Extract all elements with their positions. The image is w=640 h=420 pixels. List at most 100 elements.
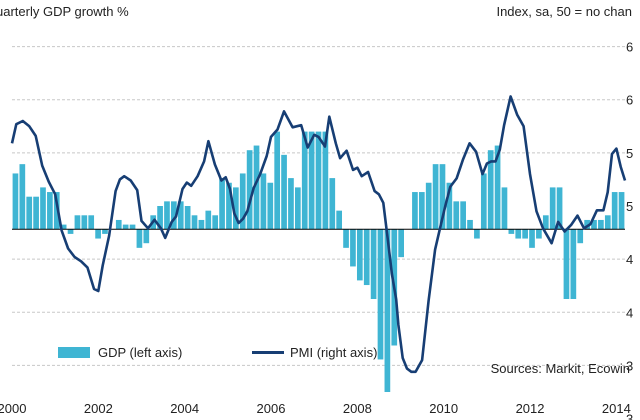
gdp-bar bbox=[246, 150, 253, 230]
right-tick-label: 3 bbox=[626, 358, 633, 373]
right-tick-label: 4 bbox=[626, 305, 633, 320]
x-tick-label: 2014 bbox=[602, 401, 631, 416]
gdp-bar bbox=[122, 224, 129, 230]
gdp-bar bbox=[536, 229, 542, 239]
gdp-bar bbox=[198, 219, 205, 230]
x-axis-ticks: 2000 2002 2004 2006 2008 2010 2012 2014 bbox=[0, 401, 631, 416]
gdp-bar bbox=[260, 173, 267, 230]
gdp-bar bbox=[177, 201, 184, 230]
gdp-bar bbox=[164, 201, 170, 230]
gdp-bar bbox=[350, 229, 356, 267]
gdp-bar bbox=[315, 131, 322, 230]
x-tick-label: 2004 bbox=[170, 401, 199, 416]
gdp-bar bbox=[474, 229, 480, 239]
gdp-bar bbox=[418, 192, 425, 230]
gdp-bar bbox=[81, 215, 88, 230]
right-tick-label: 3 bbox=[626, 412, 633, 420]
legend-pmi: PMI (right axis) bbox=[252, 345, 377, 360]
x-tick-label: 2008 bbox=[343, 401, 372, 416]
gdp-bar bbox=[294, 187, 301, 230]
legend-gdp-swatch bbox=[58, 347, 90, 358]
gdp-bar bbox=[274, 131, 281, 230]
gdp-bar bbox=[281, 154, 287, 230]
x-tick-label: 2010 bbox=[429, 401, 458, 416]
gdp-bar bbox=[253, 145, 260, 230]
gdp-bar bbox=[432, 164, 439, 230]
gdp-bar bbox=[446, 182, 453, 230]
gdp-bar bbox=[501, 187, 508, 230]
gdp-bar bbox=[47, 192, 53, 230]
gdp-bar bbox=[529, 229, 535, 248]
gdp-bar bbox=[425, 182, 432, 230]
gdp-bar bbox=[604, 215, 611, 230]
gdp-bar bbox=[33, 196, 39, 230]
gdp-bar bbox=[115, 219, 122, 230]
gdp-bar bbox=[598, 219, 604, 230]
legend-pmi-swatch bbox=[252, 351, 284, 354]
gdp-bar bbox=[591, 219, 597, 230]
gdp-bar bbox=[67, 229, 74, 234]
x-tick-label: 2012 bbox=[516, 401, 545, 416]
x-tick-label: 2002 bbox=[84, 401, 113, 416]
gdp-bar bbox=[212, 215, 219, 230]
gdp-bar bbox=[88, 215, 95, 230]
gdp-bar bbox=[191, 215, 198, 230]
gdp-bar bbox=[143, 229, 150, 244]
gdp-bar bbox=[74, 215, 81, 230]
x-tick-label: 2006 bbox=[257, 401, 286, 416]
gdp-bar bbox=[288, 178, 294, 230]
gdp-bar bbox=[611, 192, 618, 230]
gdp-bar bbox=[308, 131, 315, 230]
gdp-bar bbox=[460, 201, 466, 230]
gdp-bar bbox=[377, 229, 384, 360]
gdp-bar bbox=[522, 229, 528, 239]
legend-gdp: GDP (left axis) bbox=[58, 345, 182, 360]
gdp-bar bbox=[542, 215, 549, 230]
gdp-bar bbox=[577, 229, 584, 244]
gdp-bar bbox=[556, 187, 563, 230]
right-tick-label: 4 bbox=[626, 252, 633, 267]
source-note: Sources: Markit, Ecowin bbox=[490, 361, 630, 376]
gdp-bar bbox=[563, 229, 570, 299]
gdp-bar bbox=[384, 229, 391, 392]
gdp-bar bbox=[95, 229, 101, 239]
gdp-bar bbox=[487, 150, 494, 230]
gdp-bar bbox=[370, 229, 377, 299]
x-tick-label: 2000 bbox=[0, 401, 26, 416]
gdp-bar bbox=[398, 229, 404, 258]
gdp-bar bbox=[467, 219, 473, 230]
gdp-bar bbox=[26, 196, 33, 230]
legend-gdp-label: GDP (left axis) bbox=[98, 345, 183, 360]
gdp-bar bbox=[480, 173, 487, 230]
legend-pmi-label: PMI (right axis) bbox=[290, 345, 378, 360]
gdp-bar bbox=[12, 173, 19, 230]
gdp-bar bbox=[439, 164, 446, 230]
gdp-bar bbox=[356, 229, 363, 281]
gdp-bar bbox=[363, 229, 370, 286]
gdp-bar bbox=[584, 219, 590, 230]
gdp-bar bbox=[226, 182, 232, 230]
gdp-bar bbox=[549, 187, 556, 230]
gdp-bar bbox=[618, 192, 625, 230]
gdp-bar bbox=[102, 229, 108, 234]
gdp-bar bbox=[136, 229, 143, 248]
gdp-bar bbox=[171, 201, 177, 230]
gdp-bar bbox=[343, 229, 349, 248]
right-axis-ticks: 6 6 5 5 4 4 3 3 bbox=[626, 40, 633, 420]
gdp-bar bbox=[570, 229, 577, 299]
gdp-bar bbox=[412, 192, 418, 230]
gdp-bar bbox=[19, 164, 26, 230]
right-axis-title: Index, sa, 50 = no chan bbox=[496, 4, 632, 19]
gdp-bar bbox=[219, 178, 225, 230]
gdp-bar bbox=[157, 206, 163, 230]
gdp-bar bbox=[322, 131, 329, 230]
right-tick-label: 5 bbox=[626, 199, 633, 214]
gdp-bar bbox=[336, 210, 343, 230]
right-tick-label: 6 bbox=[626, 93, 633, 108]
gdp-bar bbox=[184, 206, 191, 230]
gdp-bar bbox=[53, 192, 60, 230]
gdp-bar bbox=[494, 145, 501, 230]
gdp-bar bbox=[301, 131, 308, 230]
gdp-bar bbox=[40, 187, 46, 230]
gdp-bar bbox=[239, 173, 246, 230]
